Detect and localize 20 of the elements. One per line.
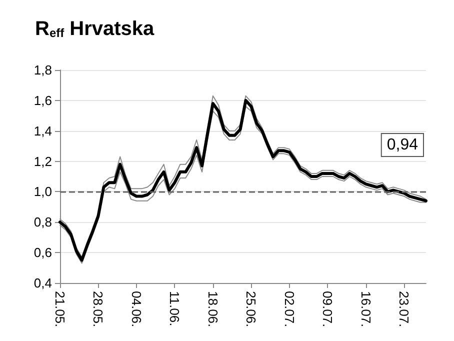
x-tick-label: 02.07. (282, 291, 297, 328)
y-tick-label: 0,8 (34, 214, 52, 230)
y-tick-label: 1,2 (34, 154, 52, 169)
y-tick-label: 1,0 (34, 184, 52, 200)
x-tick-label: 04.06. (128, 291, 144, 328)
y-tick-label: 0,6 (34, 245, 52, 260)
x-tick-label: 16.07. (358, 291, 374, 328)
x-tick-label: 23.07. (396, 291, 412, 328)
y-tick-label: 0,4 (34, 276, 52, 290)
x-tick-label: 21.05. (52, 291, 68, 328)
x-tick-label: 25.06. (244, 291, 259, 328)
x-tick-label: 28.05. (90, 291, 106, 328)
y-tick-label: 1,4 (34, 123, 52, 138)
x-tick-label: 11.06. (167, 291, 182, 326)
x-tick-label: 18.06. (205, 291, 220, 328)
x-tick-label: 09.07. (320, 291, 336, 328)
y-tick-label: 1,8 (34, 62, 52, 78)
y-tick-label: 1,6 (34, 92, 52, 108)
annotation: 0,94 (386, 136, 418, 154)
chart-title: Reff Hrvatska (35, 18, 156, 40)
